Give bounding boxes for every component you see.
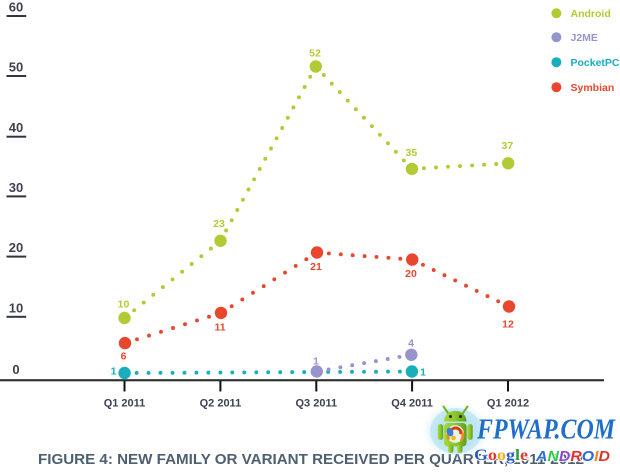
svg-text:Android: Android [571,8,611,20]
svg-text:50: 50 [9,60,23,75]
svg-text:FPWAP.COM: FPWAP.COM [476,415,616,446]
svg-text:37: 37 [502,140,514,152]
svg-text:30: 30 [9,180,23,195]
svg-text:1: 1 [111,366,117,378]
svg-text:10: 10 [118,299,130,311]
svg-text:6: 6 [121,351,127,363]
svg-text:20: 20 [9,240,23,255]
svg-text:21: 21 [310,261,322,273]
svg-text:0: 0 [12,362,19,377]
svg-text:Q1 2012: Q1 2012 [487,398,529,410]
svg-text:4: 4 [408,338,414,350]
svg-text:1: 1 [313,356,319,368]
svg-text:PocketPC: PocketPC [571,57,620,69]
svg-text:40: 40 [9,120,23,135]
svg-text:Q2 2011: Q2 2011 [200,398,242,410]
svg-text:52: 52 [309,48,321,60]
svg-text:1: 1 [420,367,426,379]
svg-text:J2ME: J2ME [571,32,598,44]
svg-text:ANDROID: ANDROID [535,449,611,465]
svg-text:12: 12 [502,318,514,330]
svg-text:Q4 2011: Q4 2011 [391,398,433,410]
svg-text:Q3 2011: Q3 2011 [296,398,338,410]
svg-text:20: 20 [405,268,417,280]
svg-text:11: 11 [214,322,225,334]
svg-text:Google: Google [474,447,528,464]
svg-text:10: 10 [9,300,23,315]
svg-text:Symbian: Symbian [571,82,615,94]
svg-text:Q1 2011: Q1 2011 [104,398,146,410]
svg-text:60: 60 [9,0,23,15]
svg-text:35: 35 [406,147,418,159]
svg-text:23: 23 [213,218,225,230]
